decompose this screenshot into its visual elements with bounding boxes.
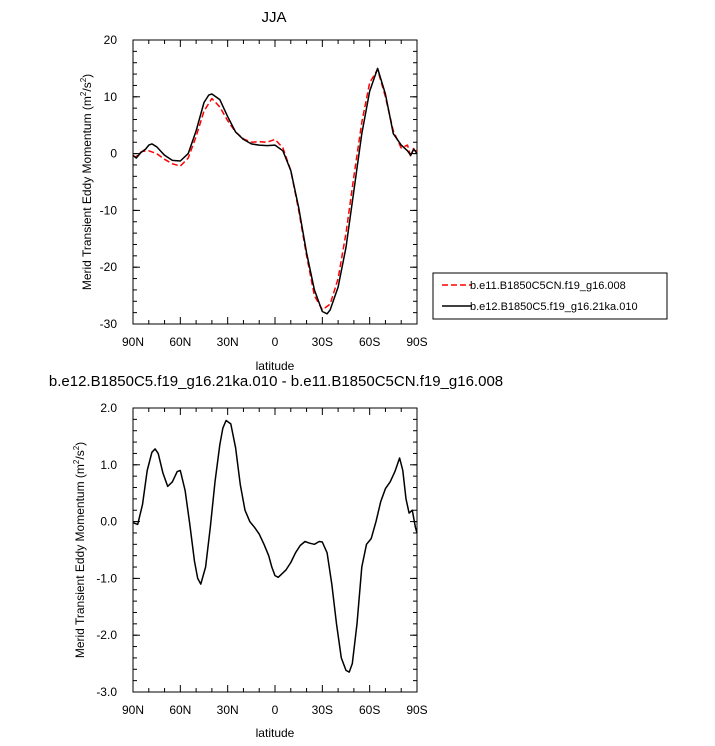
top-x-tick-label: 0: [272, 335, 279, 349]
bottom-plot-frame: [132, 407, 418, 693]
bottom-chart: b.e12.B1850C5.f19_g16.21ka.010 - b.e11.B…: [49, 373, 503, 740]
top-x-tick-label: 60S: [359, 335, 380, 349]
top-x-axis-label: latitude: [256, 359, 295, 373]
bottom-x-axis-label: latitude: [256, 726, 295, 740]
top-x-tick-label: 60N: [169, 335, 191, 349]
top-y-tick-label: 10: [104, 90, 118, 104]
top-y-tick-label: 20: [104, 33, 118, 47]
bottom-x-tick-label: 60S: [359, 703, 380, 717]
legend-box: [432, 272, 668, 320]
legend-entry-1: b.e11.B1850C5CN.f19_g16.008: [470, 280, 626, 292]
bottom-x-ticks: 90N 60N 30N 0 30S 60S 90S: [122, 408, 428, 717]
bottom-x-tick-label: 90S: [406, 703, 427, 717]
bottom-x-tick-label: 0: [272, 703, 279, 717]
bottom-x-tick-label: 30S: [312, 703, 333, 717]
top-y-ticks: 20 10 0 -10 -20 -30: [100, 33, 417, 331]
top-series-line-1: [132, 68, 418, 311]
top-series-line-2: [132, 67, 418, 315]
top-x-tick-label: 30N: [217, 335, 239, 349]
bottom-x-tick-label: 90N: [122, 703, 144, 717]
bottom-y-tick-label: -3.0: [96, 685, 117, 699]
bottom-series-line-1: [132, 419, 418, 673]
bottom-x-tick-label: 60N: [169, 703, 191, 717]
bottom-chart-title: b.e12.B1850C5.f19_g16.21ka.010 - b.e11.B…: [49, 373, 503, 390]
top-y-tick-label: -30: [100, 317, 118, 331]
top-y-tick-label: 0: [110, 147, 117, 161]
top-y-tick-label: -20: [100, 260, 118, 274]
bottom-series-group: [132, 419, 418, 673]
top-y-tick-label: -10: [100, 203, 118, 217]
top-series-group: [132, 67, 418, 315]
bottom-y-tick-label: -1.0: [96, 571, 117, 585]
top-x-tick-label: 30S: [312, 335, 333, 349]
top-x-ticks: 90N 60N 30N 0 30S 60S 90S: [122, 40, 428, 349]
top-chart-title: JJA: [261, 9, 286, 26]
top-chart: JJA 90N 60N 30N 0 30S 60S 90S 20 10 0 -10 -20 -30 l…: [79, 9, 668, 373]
bottom-y-tick-label: 2.0: [100, 401, 117, 415]
bottom-y-ticks: 2.0 1.0 0.0 -1.0 -2.0 -3.0: [96, 401, 417, 699]
legend-entry-2: b.e12.B1850C5.f19_g16.21ka.010: [470, 301, 638, 313]
top-plot-frame: [132, 39, 418, 325]
bottom-y-tick-label: -2.0: [96, 628, 117, 642]
top-x-tick-label: 90S: [406, 335, 427, 349]
bottom-x-tick-label: 30N: [217, 703, 239, 717]
bottom-y-tick-label: 0.0: [100, 515, 117, 529]
top-legend: b.e11.B1850C5CN.f19_g16.008 b.e12.B1850C…: [432, 272, 668, 320]
bottom-y-tick-label: 1.0: [100, 458, 117, 472]
bottom-y-axis-label: Merid Transient Eddy Momentum (m2/s2): [72, 442, 87, 658]
top-y-axis-label: Merid Transient Eddy Momentum (m2/s2): [79, 74, 94, 290]
top-x-tick-label: 90N: [122, 335, 144, 349]
